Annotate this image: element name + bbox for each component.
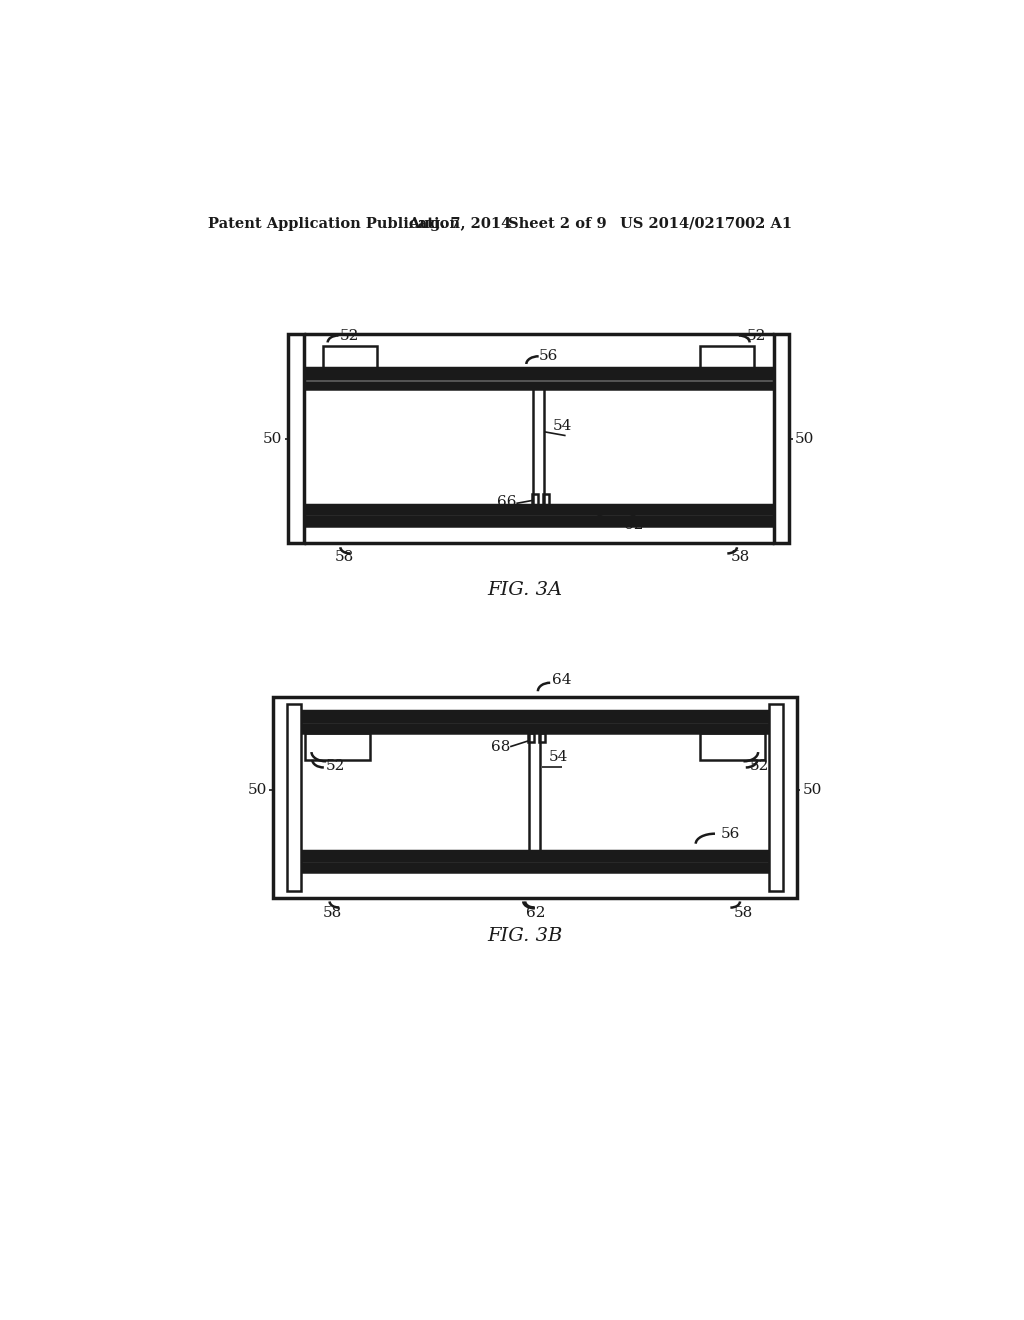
Text: 62: 62 [525,906,545,920]
Bar [289,334,304,544]
Bar [273,697,797,898]
Text: 54: 54 [549,751,568,764]
Text: Patent Application Publication: Patent Application Publication [208,216,460,231]
Bar [304,733,370,760]
Text: 58: 58 [323,906,342,920]
Text: 58: 58 [335,550,354,564]
Text: Sheet 2 of 9: Sheet 2 of 9 [508,216,606,231]
Text: FIG. 3A: FIG. 3A [487,581,562,598]
Text: 50: 50 [263,433,283,446]
Text: 58: 58 [731,550,751,564]
Bar [773,334,788,544]
Bar [301,863,769,873]
Text: 64: 64 [552,673,571,688]
Text: 56: 56 [539,348,558,363]
Bar [539,733,545,742]
Text: Aug. 7, 2014: Aug. 7, 2014 [408,216,511,231]
Text: 50: 50 [803,783,822,797]
Bar [301,851,769,861]
Text: 50: 50 [248,783,267,797]
Text: 56: 56 [721,828,740,841]
Text: 52: 52 [750,759,769,774]
Bar [543,494,549,506]
Text: 66: 66 [497,495,516,508]
Bar [304,516,773,527]
Bar [301,711,769,722]
Text: 50: 50 [795,433,814,446]
Bar [304,381,773,389]
Text: 52: 52 [746,329,766,342]
Text: 54: 54 [553,420,571,433]
Text: 52: 52 [340,329,359,342]
Bar [301,725,769,733]
Text: 62: 62 [625,517,644,532]
Bar [304,506,773,515]
Bar [304,368,773,379]
Text: 58: 58 [734,906,754,920]
Text: FIG. 3B: FIG. 3B [487,927,562,945]
Bar [323,346,377,368]
Bar [699,733,765,760]
Text: 52: 52 [326,759,345,774]
Bar [528,733,535,742]
Bar [287,704,301,891]
Bar [531,494,538,506]
Bar [769,704,782,891]
Text: 68: 68 [490,739,510,754]
Bar [700,346,755,368]
Text: US 2014/0217002 A1: US 2014/0217002 A1 [620,216,792,231]
